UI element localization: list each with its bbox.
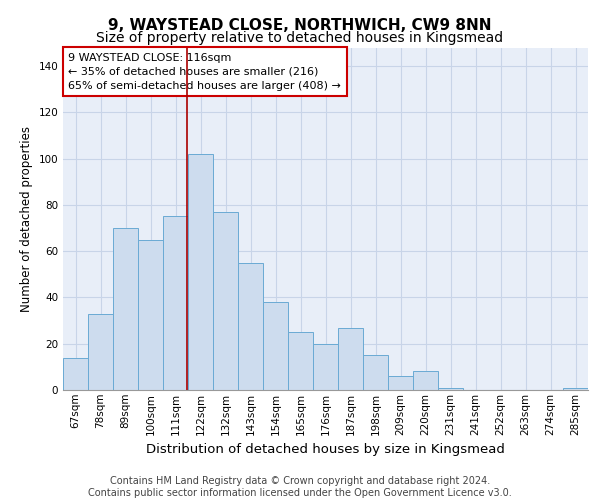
Bar — [313, 344, 338, 390]
Bar — [238, 262, 263, 390]
Y-axis label: Number of detached properties: Number of detached properties — [20, 126, 33, 312]
Bar — [388, 376, 413, 390]
Bar — [63, 358, 88, 390]
Bar — [88, 314, 113, 390]
Text: Contains HM Land Registry data © Crown copyright and database right 2024.
Contai: Contains HM Land Registry data © Crown c… — [88, 476, 512, 498]
Text: 9 WAYSTEAD CLOSE: 116sqm
← 35% of detached houses are smaller (216)
65% of semi-: 9 WAYSTEAD CLOSE: 116sqm ← 35% of detach… — [68, 52, 341, 90]
Bar — [163, 216, 188, 390]
Text: 9, WAYSTEAD CLOSE, NORTHWICH, CW9 8NN: 9, WAYSTEAD CLOSE, NORTHWICH, CW9 8NN — [108, 18, 492, 32]
Bar — [363, 356, 388, 390]
Bar — [113, 228, 138, 390]
Bar — [188, 154, 213, 390]
Bar — [263, 302, 288, 390]
X-axis label: Distribution of detached houses by size in Kingsmead: Distribution of detached houses by size … — [146, 443, 505, 456]
Bar — [338, 328, 363, 390]
Bar — [563, 388, 588, 390]
Bar — [213, 212, 238, 390]
Bar — [438, 388, 463, 390]
Text: Size of property relative to detached houses in Kingsmead: Size of property relative to detached ho… — [97, 31, 503, 45]
Bar — [138, 240, 163, 390]
Bar — [288, 332, 313, 390]
Bar — [413, 372, 438, 390]
